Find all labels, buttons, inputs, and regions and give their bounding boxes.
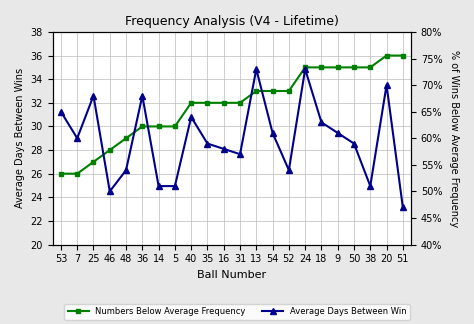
Numbers Below Average Frequency — [400, 54, 406, 58]
Title: Frequency Analysis (V4 - Lifetime): Frequency Analysis (V4 - Lifetime) — [125, 15, 339, 28]
Average Days Between Win — [302, 67, 308, 71]
Average Days Between Win — [400, 205, 406, 209]
Numbers Below Average Frequency — [74, 172, 80, 176]
Numbers Below Average Frequency — [221, 101, 227, 105]
Numbers Below Average Frequency — [384, 54, 390, 58]
Line: Average Days Between Win: Average Days Between Win — [58, 66, 406, 210]
Average Days Between Win — [58, 110, 64, 114]
X-axis label: Ball Number: Ball Number — [197, 270, 266, 280]
Numbers Below Average Frequency — [302, 65, 308, 69]
Average Days Between Win — [91, 94, 96, 98]
Numbers Below Average Frequency — [319, 65, 324, 69]
Numbers Below Average Frequency — [335, 65, 340, 69]
Average Days Between Win — [221, 147, 227, 151]
Legend: Numbers Below Average Frequency, Average Days Between Win: Numbers Below Average Frequency, Average… — [64, 304, 410, 320]
Numbers Below Average Frequency — [107, 148, 113, 152]
Numbers Below Average Frequency — [254, 89, 259, 93]
Average Days Between Win — [254, 67, 259, 71]
Numbers Below Average Frequency — [351, 65, 357, 69]
Numbers Below Average Frequency — [58, 172, 64, 176]
Average Days Between Win — [156, 184, 162, 188]
Average Days Between Win — [367, 184, 373, 188]
Average Days Between Win — [384, 83, 390, 87]
Average Days Between Win — [188, 115, 194, 119]
Average Days Between Win — [107, 190, 113, 193]
Numbers Below Average Frequency — [237, 101, 243, 105]
Numbers Below Average Frequency — [139, 124, 145, 128]
Average Days Between Win — [123, 168, 129, 172]
Numbers Below Average Frequency — [156, 124, 162, 128]
Numbers Below Average Frequency — [123, 136, 129, 140]
Numbers Below Average Frequency — [205, 101, 210, 105]
Y-axis label: Average Days Between Wins: Average Days Between Wins — [15, 68, 25, 208]
Average Days Between Win — [319, 120, 324, 124]
Numbers Below Average Frequency — [367, 65, 373, 69]
Average Days Between Win — [335, 131, 340, 135]
Average Days Between Win — [237, 152, 243, 156]
Numbers Below Average Frequency — [91, 160, 96, 164]
Line: Numbers Below Average Frequency: Numbers Below Average Frequency — [58, 53, 405, 176]
Average Days Between Win — [74, 136, 80, 140]
Numbers Below Average Frequency — [188, 101, 194, 105]
Numbers Below Average Frequency — [270, 89, 275, 93]
Average Days Between Win — [139, 94, 145, 98]
Average Days Between Win — [270, 131, 275, 135]
Average Days Between Win — [205, 142, 210, 145]
Numbers Below Average Frequency — [286, 89, 292, 93]
Numbers Below Average Frequency — [172, 124, 178, 128]
Average Days Between Win — [172, 184, 178, 188]
Average Days Between Win — [351, 142, 357, 145]
Y-axis label: % of Wins Below Average Frequency: % of Wins Below Average Frequency — [449, 50, 459, 227]
Average Days Between Win — [286, 168, 292, 172]
